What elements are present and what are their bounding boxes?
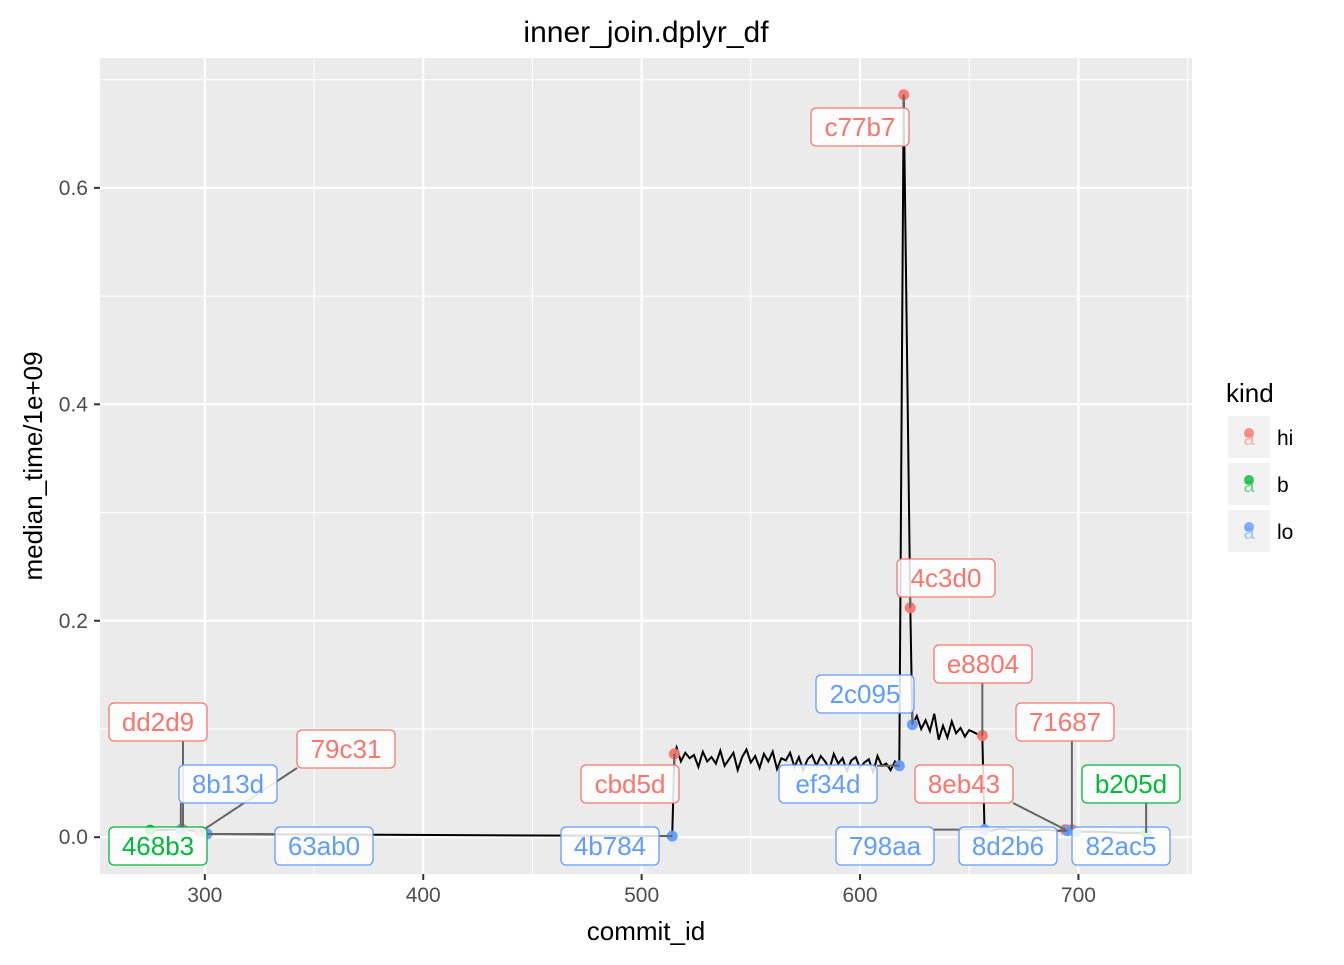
- label-box: [778, 764, 878, 804]
- label-box: [1081, 764, 1181, 804]
- label-box: [108, 826, 208, 866]
- label-box: [1015, 702, 1115, 742]
- legend: kind a hia ba lo: [1226, 378, 1293, 552]
- label-box: [835, 826, 935, 866]
- plot-area: 300 400 500 600 700 0.0 0.2 0.4 0.6 c77b7 4c3d0 e88…: [59, 58, 1192, 907]
- x-tick-label: 300: [187, 884, 222, 907]
- y-tick-label: 0.6: [59, 177, 88, 200]
- label-box: [958, 826, 1058, 866]
- data-label: 4b784: [574, 831, 646, 861]
- data-label: 71687: [1029, 707, 1101, 737]
- data-label: 82ac5: [1086, 831, 1157, 861]
- y-tick-label: 0.0: [59, 826, 88, 849]
- data-label: dd2d9: [122, 707, 194, 737]
- label-leader-line: [1012, 802, 1066, 831]
- data-label: e8804: [947, 649, 1019, 679]
- label-box: [810, 107, 910, 147]
- data-label: 798aa: [849, 831, 922, 861]
- legend-glyph: a: [1243, 522, 1255, 544]
- legend-glyph: a: [1243, 428, 1255, 450]
- x-tick-label: 700: [1061, 884, 1096, 907]
- legend-title: kind: [1226, 378, 1274, 408]
- panel-background: [100, 58, 1192, 874]
- legend-point: [1244, 475, 1254, 485]
- x-tick-label: 400: [406, 884, 441, 907]
- data-label: 79c31: [311, 734, 382, 764]
- data-label: 8b13d: [192, 769, 264, 799]
- label-box: [815, 674, 915, 714]
- legend-label: lo: [1277, 521, 1293, 544]
- data-label: 8d2b6: [972, 831, 1044, 861]
- data-label: cbd5d: [595, 769, 666, 799]
- data-label: 63ab0: [288, 831, 360, 861]
- data-label: 2c095: [830, 679, 901, 709]
- legend-glyph: a: [1243, 475, 1255, 497]
- data-label: 8eb43: [928, 769, 1000, 799]
- label-box: [580, 764, 680, 804]
- y-tick-label: 0.4: [59, 393, 89, 416]
- y-tick-label: 0.2: [59, 610, 88, 633]
- point-labels: c77b7 4c3d0 e8804 cbd5d 71687 8eb43 dd2d9 79c31…: [108, 94, 1181, 866]
- data-label: 4c3d0: [911, 563, 982, 593]
- label-box: [914, 764, 1014, 804]
- chart-title: inner_join.dplyr_df: [523, 16, 769, 49]
- legend-point: [1244, 522, 1254, 532]
- data-label: b205d: [1095, 769, 1167, 799]
- x-tick-label: 500: [624, 884, 659, 907]
- legend-label: hi: [1277, 427, 1293, 450]
- label-box: [296, 729, 396, 769]
- legend-point: [1244, 428, 1254, 438]
- data-label: c77b7: [825, 112, 896, 142]
- data-label: ef34d: [795, 769, 860, 799]
- x-axis-label: commit_id: [587, 916, 705, 946]
- y-axis-label: median_time/1e+09: [18, 351, 48, 580]
- label-box: [274, 826, 374, 866]
- label-box: [1071, 826, 1171, 866]
- label-box: [178, 764, 278, 804]
- label-box: [560, 826, 660, 866]
- x-tick-label: 600: [843, 884, 878, 907]
- label-box: [108, 702, 208, 742]
- legend-label: b: [1277, 474, 1289, 497]
- label-box: [933, 644, 1033, 684]
- label-box: [896, 558, 996, 598]
- data-label: 468b3: [122, 831, 194, 861]
